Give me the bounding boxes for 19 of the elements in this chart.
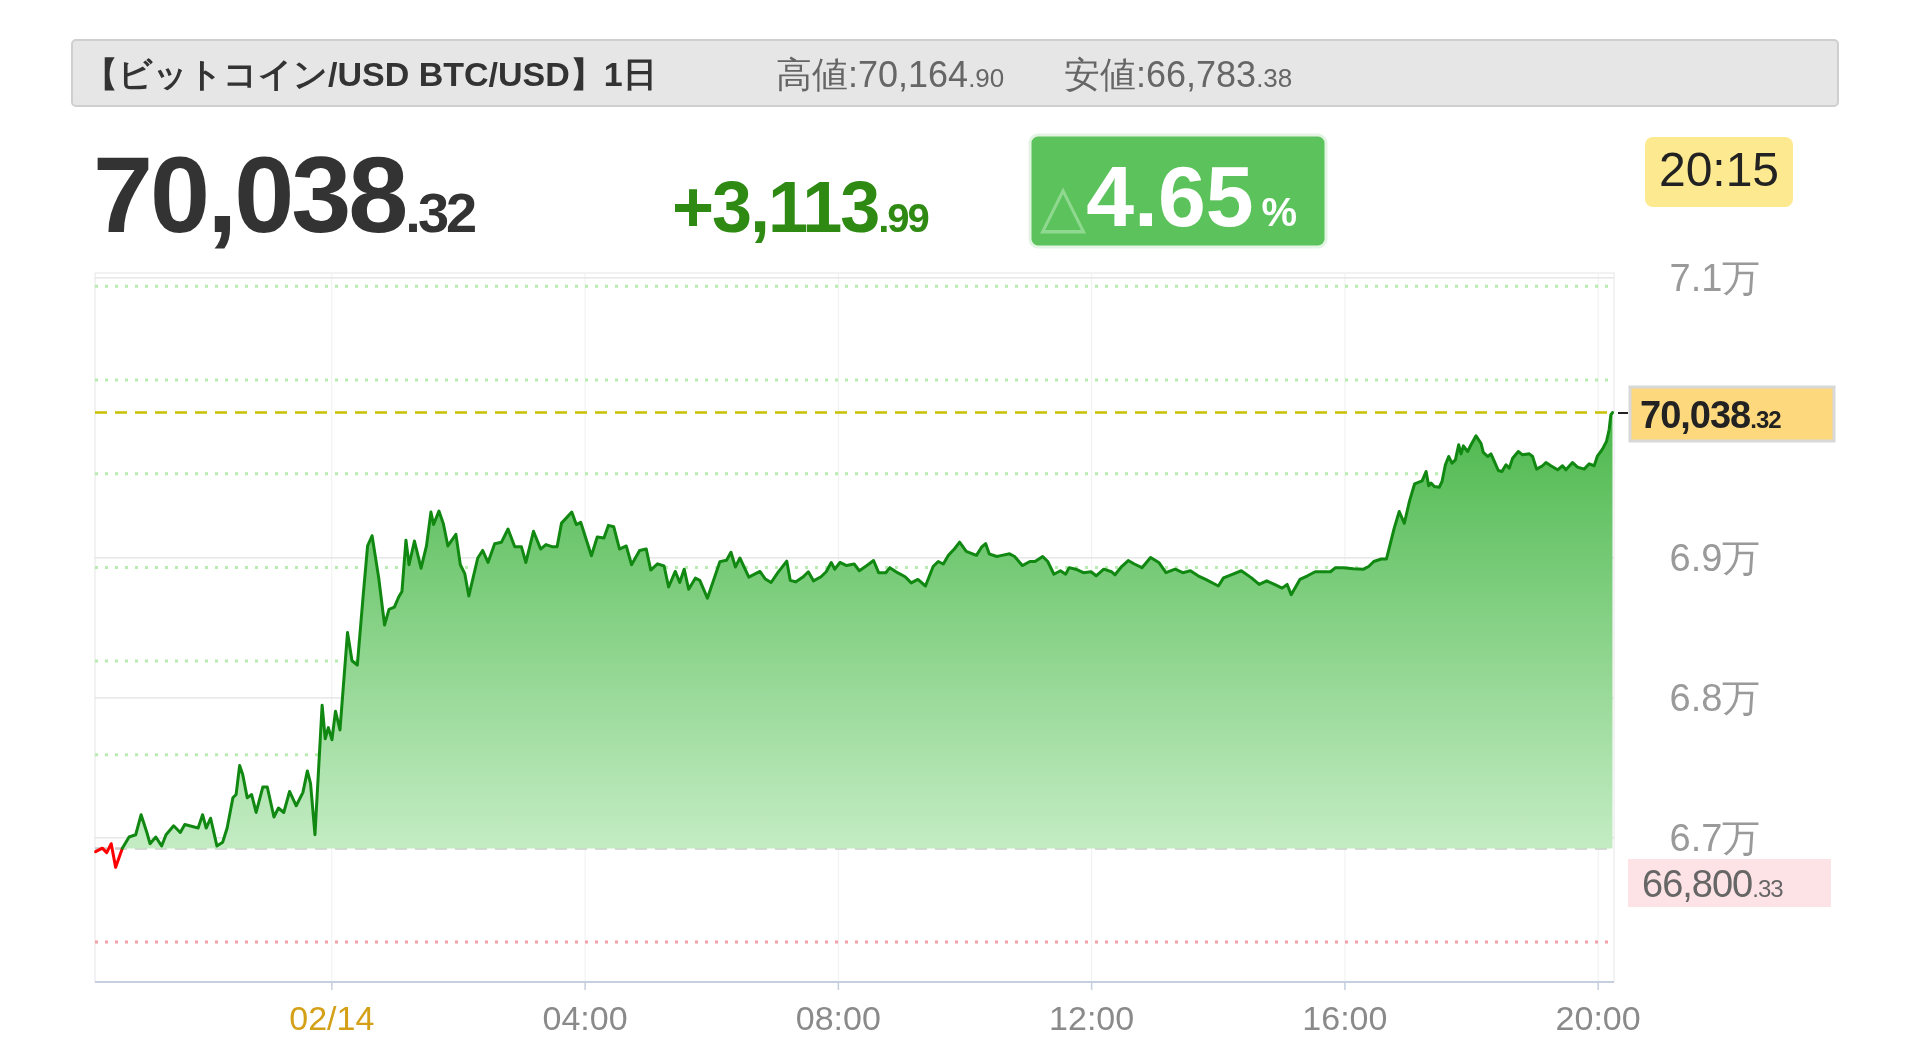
x-tick-label: 02/14	[289, 999, 375, 1037]
x-tick-label: 08:00	[795, 999, 881, 1037]
y-tick-label: 6.7万	[1669, 816, 1761, 859]
annotation: 70,038.32	[93, 134, 475, 255]
y-tick-label: 7.1万	[1669, 256, 1761, 299]
chart-title: 【ビットコイン/USD BTC/USD】1日	[84, 55, 657, 93]
y-tick-label: 6.8万	[1669, 676, 1761, 719]
x-tick-label: 04:00	[542, 999, 628, 1037]
annotation: △4.65%	[1028, 133, 1328, 249]
annotation: 安値:66,783.38	[1064, 54, 1293, 95]
x-tick-label: 20:00	[1555, 999, 1641, 1037]
y-tick-label: 6.9万	[1669, 536, 1761, 579]
annotation: +3,113.99	[672, 167, 928, 247]
annotation: 20:15	[1645, 137, 1793, 207]
x-tick-label: 12:00	[1049, 999, 1135, 1037]
annotation: 70,038.32	[1617, 385, 1836, 443]
annotation: 66,800.33	[1628, 859, 1831, 907]
x-tick-label: 16:00	[1302, 999, 1388, 1037]
annotation: 高値:70,164.90	[776, 54, 1005, 95]
